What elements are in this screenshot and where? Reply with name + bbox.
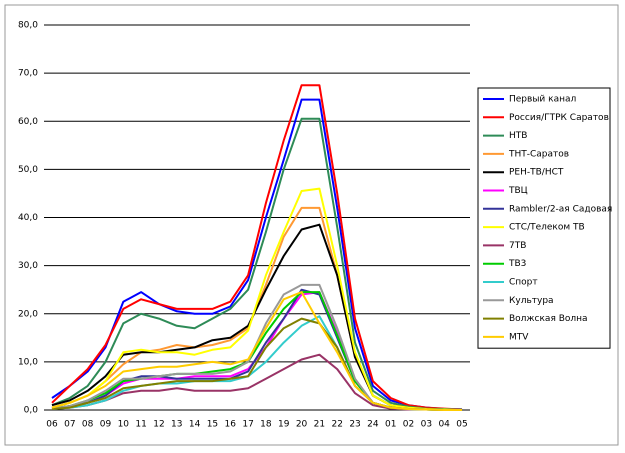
x-tick-label: 23	[349, 420, 360, 430]
legend-label: MTV	[509, 332, 529, 342]
y-tick-label: 60,0	[18, 117, 38, 127]
x-tick-label: 19	[278, 420, 290, 430]
y-tick-label: 70,0	[18, 69, 38, 79]
x-tick-label: 21	[314, 420, 325, 430]
y-tick-label: 40,0	[18, 213, 38, 223]
x-tick-label: 08	[82, 420, 94, 430]
x-tick-label: 04	[438, 420, 450, 430]
y-tick-label: 50,0	[18, 165, 38, 175]
legend-label: 7ТВ	[509, 241, 526, 251]
x-tick-label: 01	[385, 420, 396, 430]
legend-label: РЕН-ТВ/НСТ	[509, 168, 564, 178]
y-tick-label: 10,0	[18, 357, 38, 367]
x-tick-label: 13	[171, 420, 182, 430]
x-tick-label: 17	[242, 420, 253, 430]
series-line	[51, 98, 463, 411]
x-tick-label: 05	[456, 420, 467, 430]
y-tick-label: 0,0	[24, 406, 39, 416]
x-tick-label: 09	[100, 420, 112, 430]
y-tick-label: 20,0	[18, 309, 38, 319]
legend-label: Спорт	[509, 278, 538, 288]
x-tick-label: 07	[64, 420, 75, 430]
x-tick-label: 15	[207, 420, 218, 430]
legend-label: Волжская Волна	[509, 314, 588, 324]
legend-label: ТНТ-Саратов	[508, 149, 569, 159]
x-tick-label: 22	[331, 420, 342, 430]
series-line	[51, 291, 462, 411]
x-tick-label: 20	[296, 420, 308, 430]
legend-label: Rambler/2-ая Садовая	[509, 204, 612, 214]
legend-label: Культура	[509, 296, 554, 306]
legend-label: Россия/ГТРК Саратов	[509, 113, 609, 123]
legend-label: НТВ	[509, 131, 527, 141]
x-tick-label: 02	[403, 420, 414, 430]
x-tick-label: 24	[367, 420, 379, 430]
x-tick-label: 11	[135, 420, 146, 430]
legend-label: Первый канал	[509, 95, 576, 105]
legend-box	[477, 87, 611, 349]
x-tick-label: 12	[153, 420, 164, 430]
series-line	[51, 187, 463, 411]
x-tick-label: 16	[225, 420, 237, 430]
series-line	[51, 117, 463, 411]
legend-label: ТВ3	[508, 259, 526, 269]
x-tick-label: 18	[260, 420, 272, 430]
y-tick-label: 80,0	[18, 21, 38, 31]
x-tick-label: 14	[189, 420, 201, 430]
legend-label: ТВЦ	[508, 186, 528, 196]
x-tick-label: 10	[118, 420, 130, 430]
legend-label: СТС/Телеком ТВ	[509, 223, 585, 233]
x-tick-label: 03	[421, 420, 432, 430]
series-line	[51, 84, 463, 411]
x-tick-label: 06	[46, 420, 58, 430]
y-tick-label: 30,0	[18, 261, 38, 271]
